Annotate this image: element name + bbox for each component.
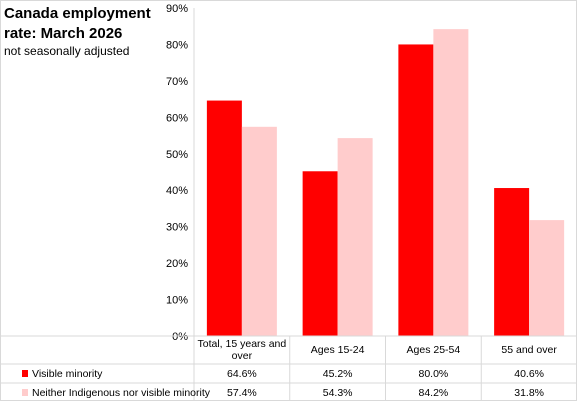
- bar-visible-minority-0: [206, 100, 242, 337]
- category-label: Total, 15 years and over: [198, 338, 287, 362]
- legend-swatch-1: [22, 389, 28, 396]
- bar-visible-minority-3: [494, 188, 530, 336]
- y-tick-label: 0%: [172, 331, 188, 343]
- y-tick-label: 70%: [166, 76, 188, 88]
- y-tick-label: 50%: [166, 149, 188, 161]
- data-label: 40.6%: [514, 368, 544, 380]
- legend-label-1: Neither Indigenous nor visible minority: [32, 387, 211, 399]
- y-tick-label: 30%: [166, 222, 188, 234]
- y-tick-label: 10%: [166, 295, 188, 307]
- chart-subtitle: not seasonally adjusted: [4, 44, 130, 58]
- y-tick-label: 20%: [166, 258, 188, 270]
- bar-neither-3: [529, 220, 565, 336]
- bar-neither-1: [337, 138, 373, 336]
- data-label: 31.8%: [514, 387, 544, 399]
- legend-swatch-0: [22, 370, 28, 377]
- bar-visible-minority-1: [302, 171, 338, 336]
- y-tick-label: 90%: [166, 3, 188, 15]
- category-label: Ages 25-54: [407, 344, 461, 356]
- y-tick-label: 80%: [166, 39, 188, 51]
- chart-title: Canada employment rate: March 2026: [4, 5, 151, 42]
- legend-label-0: Visible minority: [32, 368, 103, 380]
- data-label: 64.6%: [227, 368, 257, 380]
- bar-neither-2: [433, 29, 469, 336]
- data-label: 45.2%: [323, 368, 353, 380]
- y-tick-label: 40%: [166, 185, 188, 197]
- data-label: 80.0%: [418, 368, 448, 380]
- data-label: 84.2%: [418, 387, 448, 399]
- bar-neither-0: [241, 126, 277, 336]
- data-label: 57.4%: [227, 387, 257, 399]
- category-label: Ages 15-24: [311, 344, 365, 356]
- category-label: 55 and over: [501, 344, 557, 356]
- data-label: 54.3%: [323, 387, 353, 399]
- bar-visible-minority-2: [398, 44, 434, 336]
- y-tick-label: 60%: [166, 112, 188, 124]
